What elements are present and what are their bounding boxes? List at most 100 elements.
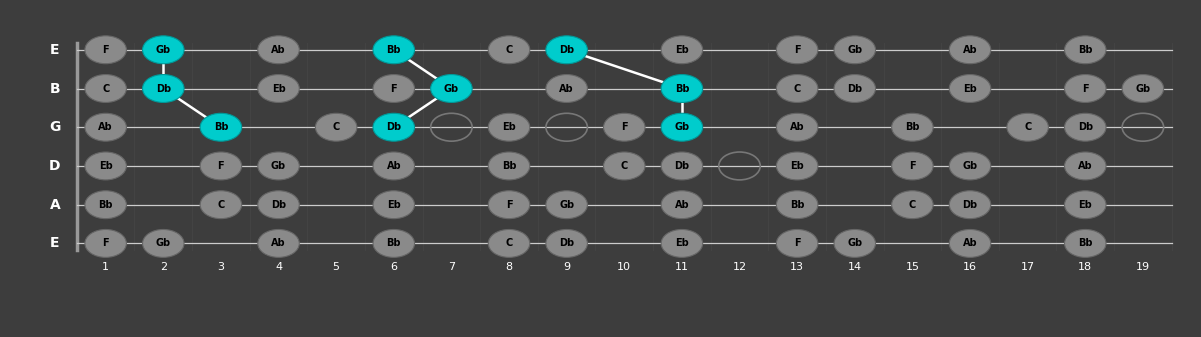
Text: Ab: Ab	[271, 238, 286, 248]
Circle shape	[85, 229, 126, 257]
Text: Eb: Eb	[675, 45, 689, 55]
Circle shape	[374, 36, 414, 64]
Text: 9: 9	[563, 263, 570, 272]
Circle shape	[776, 191, 818, 219]
Text: 2: 2	[160, 263, 167, 272]
Text: Bb: Bb	[214, 122, 228, 132]
Circle shape	[489, 113, 530, 141]
Circle shape	[891, 113, 933, 141]
Text: Db: Db	[271, 200, 286, 210]
Text: Bb: Bb	[502, 161, 516, 171]
Text: Db: Db	[674, 161, 689, 171]
Circle shape	[1064, 74, 1106, 102]
Circle shape	[662, 113, 703, 141]
Circle shape	[833, 229, 876, 257]
Circle shape	[85, 152, 126, 180]
Circle shape	[776, 74, 818, 102]
Text: Db: Db	[1077, 122, 1093, 132]
Text: Ab: Ab	[271, 45, 286, 55]
Text: 16: 16	[963, 263, 978, 272]
Text: 4: 4	[275, 263, 282, 272]
Text: B: B	[49, 82, 60, 95]
Circle shape	[1064, 113, 1106, 141]
Text: 10: 10	[617, 263, 632, 272]
Text: F: F	[102, 238, 109, 248]
Circle shape	[201, 191, 241, 219]
Text: C: C	[506, 45, 513, 55]
Circle shape	[489, 152, 530, 180]
Text: 6: 6	[390, 263, 398, 272]
Circle shape	[604, 113, 645, 141]
Text: F: F	[1082, 84, 1088, 93]
Text: Eb: Eb	[387, 200, 401, 210]
Text: 17: 17	[1021, 263, 1035, 272]
Circle shape	[1064, 152, 1106, 180]
Text: Ab: Ab	[963, 238, 978, 248]
Circle shape	[374, 191, 414, 219]
Circle shape	[201, 113, 241, 141]
Text: F: F	[102, 45, 109, 55]
Text: Gb: Gb	[674, 122, 689, 132]
Circle shape	[949, 229, 991, 257]
Text: Db: Db	[560, 45, 574, 55]
Circle shape	[776, 229, 818, 257]
Circle shape	[374, 74, 414, 102]
Text: 15: 15	[906, 263, 920, 272]
Circle shape	[258, 152, 299, 180]
Circle shape	[143, 36, 184, 64]
Text: Eb: Eb	[675, 238, 689, 248]
Circle shape	[891, 191, 933, 219]
Circle shape	[489, 36, 530, 64]
Text: Db: Db	[387, 122, 401, 132]
Circle shape	[949, 152, 991, 180]
Text: Gb: Gb	[847, 45, 862, 55]
Circle shape	[949, 191, 991, 219]
Text: Bb: Bb	[906, 122, 920, 132]
Text: 5: 5	[333, 263, 340, 272]
Text: Eb: Eb	[963, 84, 976, 93]
Circle shape	[546, 36, 587, 64]
Circle shape	[85, 74, 126, 102]
Text: 7: 7	[448, 263, 455, 272]
Circle shape	[374, 229, 414, 257]
Circle shape	[949, 74, 991, 102]
Circle shape	[258, 229, 299, 257]
Text: 3: 3	[217, 263, 225, 272]
Text: Db: Db	[156, 84, 171, 93]
Text: Gb: Gb	[156, 45, 171, 55]
Text: D: D	[49, 159, 61, 173]
Text: 13: 13	[790, 263, 805, 272]
Circle shape	[833, 36, 876, 64]
Text: Ab: Ab	[387, 161, 401, 171]
Circle shape	[258, 191, 299, 219]
Text: G: G	[49, 120, 60, 134]
Text: Bb: Bb	[387, 238, 401, 248]
Circle shape	[1064, 229, 1106, 257]
Text: Bb: Bb	[98, 200, 113, 210]
Text: Gb: Gb	[1135, 84, 1151, 93]
Text: C: C	[909, 200, 916, 210]
Text: Db: Db	[962, 200, 978, 210]
Text: Bb: Bb	[1078, 238, 1093, 248]
Circle shape	[662, 191, 703, 219]
Text: C: C	[1024, 122, 1032, 132]
Circle shape	[201, 152, 241, 180]
Text: 18: 18	[1078, 263, 1093, 272]
Circle shape	[85, 36, 126, 64]
Text: 8: 8	[506, 263, 513, 272]
Text: Gb: Gb	[847, 238, 862, 248]
Circle shape	[1064, 191, 1106, 219]
Circle shape	[891, 152, 933, 180]
Circle shape	[1006, 113, 1048, 141]
Text: F: F	[390, 84, 398, 93]
Text: Ab: Ab	[560, 84, 574, 93]
Text: F: F	[909, 161, 915, 171]
Text: Ab: Ab	[963, 45, 978, 55]
Text: Ab: Ab	[1078, 161, 1093, 171]
Text: 1: 1	[102, 263, 109, 272]
Text: C: C	[333, 122, 340, 132]
Circle shape	[604, 152, 645, 180]
Text: Eb: Eb	[98, 161, 113, 171]
Circle shape	[85, 191, 126, 219]
Circle shape	[546, 74, 587, 102]
